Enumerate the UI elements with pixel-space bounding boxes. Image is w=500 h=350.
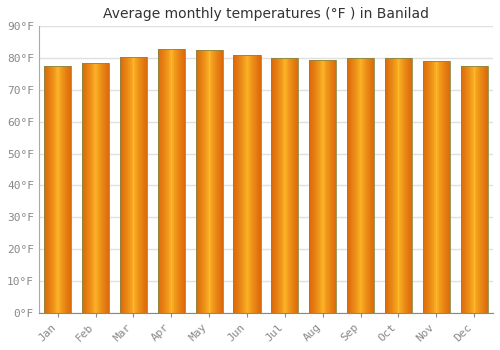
Bar xyxy=(82,63,109,313)
Bar xyxy=(158,49,185,313)
Bar xyxy=(460,66,488,313)
Bar xyxy=(347,58,374,313)
Bar xyxy=(422,61,450,313)
Bar xyxy=(44,66,72,313)
Bar xyxy=(234,55,260,313)
Title: Average monthly temperatures (°F ) in Banilad: Average monthly temperatures (°F ) in Ba… xyxy=(103,7,429,21)
Bar xyxy=(120,56,147,313)
Bar xyxy=(271,58,298,313)
Bar xyxy=(196,50,223,313)
Bar xyxy=(309,60,336,313)
Bar xyxy=(385,58,412,313)
